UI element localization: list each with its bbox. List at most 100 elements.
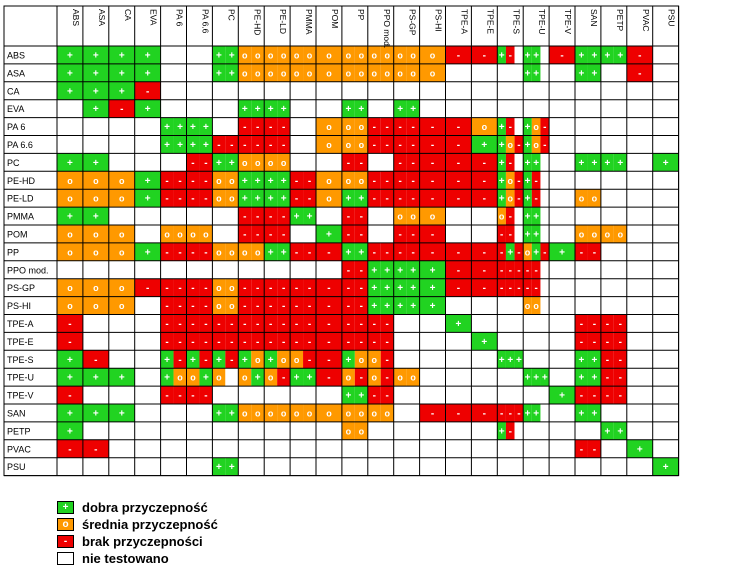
heatmap-cell (341, 81, 355, 100)
heatmap-cell (380, 242, 394, 261)
cell-symbol: - (457, 265, 460, 276)
cell-symbol: + (525, 176, 531, 187)
cell-symbol: - (243, 319, 246, 330)
cell-symbol: - (282, 337, 285, 348)
heatmap-cell (419, 117, 446, 136)
heatmap-cell (549, 404, 575, 422)
heatmap-cell (212, 135, 226, 154)
heatmap-cell (367, 278, 381, 297)
heatmap-cell (225, 117, 239, 136)
heatmap-cell (613, 81, 627, 100)
cell-symbol: - (360, 265, 363, 276)
cell-symbol: + (525, 229, 531, 240)
heatmap-cell (514, 260, 524, 279)
heatmap-cell (199, 439, 213, 458)
heatmap-cell (82, 314, 109, 333)
heatmap-cell (264, 242, 278, 261)
heatmap-cell (531, 314, 541, 333)
cell-symbol: - (230, 355, 233, 366)
cell-symbol: - (295, 247, 298, 258)
heatmap-cell (354, 99, 368, 118)
cell-symbol: + (242, 194, 248, 205)
heatmap-cell (108, 99, 135, 118)
heatmap-cell (575, 81, 588, 100)
cell-symbol: - (204, 319, 207, 330)
heatmap-cell (277, 46, 291, 64)
heatmap-cell (134, 439, 161, 458)
heatmap-cell (199, 242, 213, 261)
cell-symbol: o (326, 194, 332, 204)
cell-symbol: - (534, 194, 537, 205)
heatmap-cell (160, 350, 174, 369)
heatmap-cell (540, 225, 550, 243)
heatmap-cell (445, 242, 472, 261)
cell-symbol: + (345, 194, 351, 205)
heatmap-cell (264, 278, 278, 297)
cell-symbol: + (93, 212, 99, 223)
column-header: TPE-V (563, 9, 573, 34)
cell-symbol: - (327, 247, 330, 258)
heatmap-cell (134, 350, 161, 369)
cell-symbol: o (346, 176, 352, 186)
heatmap-cell (212, 386, 226, 404)
heatmap-cell (290, 135, 304, 154)
cell-symbol: - (282, 229, 285, 240)
heatmap-cell (380, 439, 394, 458)
cell-symbol: + (281, 247, 287, 258)
cell-symbol: o (177, 229, 183, 239)
cell-symbol: - (386, 122, 389, 133)
heatmap-cell (316, 368, 342, 387)
cell-symbol: - (500, 283, 503, 294)
heatmap-cell (497, 189, 506, 208)
cell-symbol: + (525, 50, 531, 61)
cell-symbol: - (165, 337, 168, 348)
cell-symbol: - (509, 283, 512, 294)
heatmap-cell (587, 421, 601, 440)
heatmap-cell (316, 260, 342, 279)
heatmap-cell (600, 404, 614, 422)
cell-symbol: o (255, 408, 261, 418)
cell-symbol: - (308, 194, 311, 205)
heatmap-cell (626, 135, 653, 154)
cell-symbol: + (119, 50, 125, 61)
cell-symbol: o (346, 140, 352, 150)
cell-symbol: + (281, 194, 287, 205)
cell-symbol: o (229, 194, 235, 204)
heatmap-cell (406, 242, 420, 261)
cell-symbol: + (384, 265, 390, 276)
row-label: TPE-U (7, 373, 34, 383)
cell-symbol: + (397, 104, 403, 115)
heatmap-cell (341, 135, 355, 154)
cell-symbol: o (93, 176, 99, 186)
heatmap-cell (225, 350, 239, 369)
cell-symbol: - (295, 176, 298, 187)
heatmap-cell (173, 242, 187, 261)
heatmap-cell (354, 117, 368, 136)
cell-symbol: o (410, 373, 416, 383)
row-label: PE-LD (7, 194, 34, 204)
heatmap-cell (186, 225, 200, 243)
cell-symbol: + (617, 50, 623, 61)
heatmap-cell (251, 350, 265, 369)
heatmap-cell (341, 314, 355, 333)
heatmap-cell (277, 189, 291, 208)
heatmap-cell (514, 63, 524, 82)
cell-symbol: + (255, 104, 261, 115)
heatmap-cell (497, 117, 506, 136)
cell-symbol: + (93, 408, 99, 419)
cell-symbol: + (592, 408, 598, 419)
heatmap-cell (212, 296, 226, 315)
heatmap-cell (445, 81, 472, 100)
heatmap-cell (303, 99, 316, 118)
heatmap-cell (316, 81, 342, 100)
heatmap-cell (626, 63, 653, 82)
cell-symbol: - (386, 355, 389, 366)
heatmap-cell (575, 350, 588, 369)
cell-symbol: - (360, 337, 363, 348)
heatmap-cell (199, 81, 213, 100)
cell-symbol: - (327, 373, 330, 384)
heatmap-cell (212, 153, 226, 172)
cell-symbol: - (308, 176, 311, 187)
heatmap-cell (251, 207, 265, 225)
cell-symbol: + (307, 373, 313, 384)
